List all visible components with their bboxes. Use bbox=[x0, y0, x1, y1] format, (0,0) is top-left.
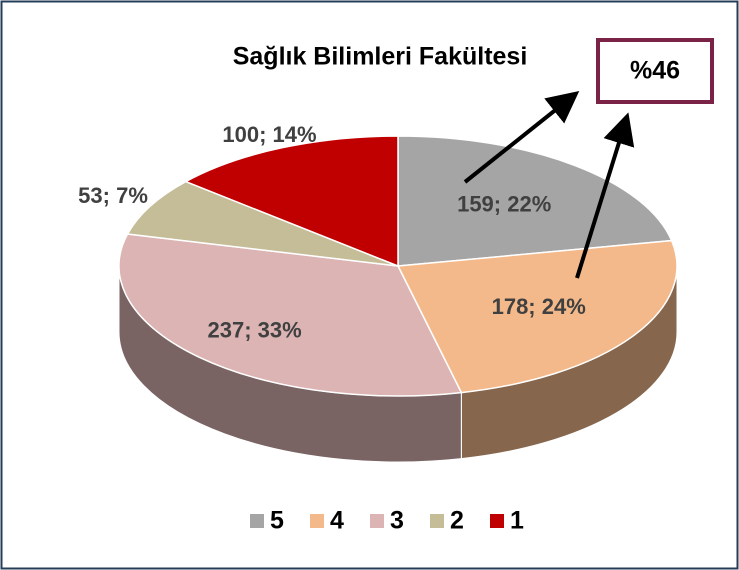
slice bbox=[126, 180, 399, 267]
legend-label: 3 bbox=[390, 507, 404, 535]
data-label: 100; 14% bbox=[222, 122, 316, 147]
data-label: 53; 7% bbox=[78, 183, 148, 208]
arrow bbox=[463, 91, 580, 184]
slice bbox=[184, 135, 399, 268]
annotation: %46 bbox=[630, 57, 680, 85]
legend-label: 2 bbox=[450, 507, 464, 535]
legend-label: 1 bbox=[510, 507, 524, 535]
legend-swatch bbox=[310, 514, 324, 528]
legend-label: 5 bbox=[270, 507, 284, 535]
data-label: 178; 24% bbox=[492, 294, 586, 319]
data-label: 237; 33% bbox=[207, 317, 301, 342]
arrow bbox=[575, 112, 635, 279]
legend: 5 4 3 2 1 bbox=[250, 507, 524, 535]
chart-title: Sağlık Bilimleri Fakültesi bbox=[233, 43, 528, 71]
legend-swatch bbox=[430, 514, 444, 528]
legend-swatch bbox=[250, 514, 264, 528]
annotation-box bbox=[596, 38, 714, 104]
legend-swatch bbox=[490, 514, 504, 528]
slice bbox=[118, 233, 463, 397]
legend-swatch bbox=[370, 514, 384, 528]
slice bbox=[397, 135, 673, 267]
pie: 159; 22% 178; 24% 237; 33% 53; 7% 100; 14% bbox=[78, 122, 678, 463]
legend-label: 4 bbox=[330, 507, 344, 535]
data-label: 159; 22% bbox=[457, 192, 551, 217]
slice bbox=[396, 239, 678, 394]
